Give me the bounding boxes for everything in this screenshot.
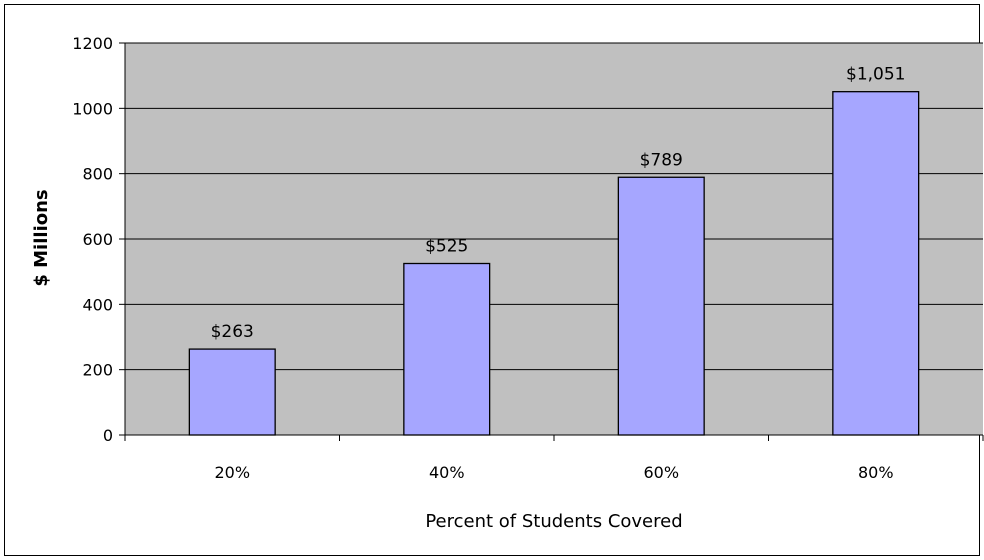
x-tick-label-3: 80% [858,463,894,482]
y-axis-label: $ Millions [31,189,52,286]
data-label-1: $525 [425,237,468,257]
data-label-3: $1,051 [846,65,905,85]
y-tick-label-0: 0 [103,426,113,445]
bar-20pct [188,348,276,436]
x-tick-label-2: 60% [643,463,679,482]
bar-40pct [403,262,491,436]
x-tick-label-1: 40% [429,463,465,482]
data-label-2: $789 [640,150,683,170]
data-label-0: $263 [211,322,254,342]
y-tick-label-6: 1200 [72,34,113,53]
y-tick-label-5: 1000 [72,99,113,118]
y-tick-label-1: 200 [82,361,113,380]
y-tick-label-4: 800 [82,165,113,184]
y-tick-label-2: 400 [82,295,113,314]
x-tick-label-0: 20% [214,463,250,482]
x-axis-label: Percent of Students Covered [425,511,682,532]
bar-60pct [617,176,705,436]
bar-80pct [832,91,920,436]
y-tick-label-3: 600 [82,230,113,249]
